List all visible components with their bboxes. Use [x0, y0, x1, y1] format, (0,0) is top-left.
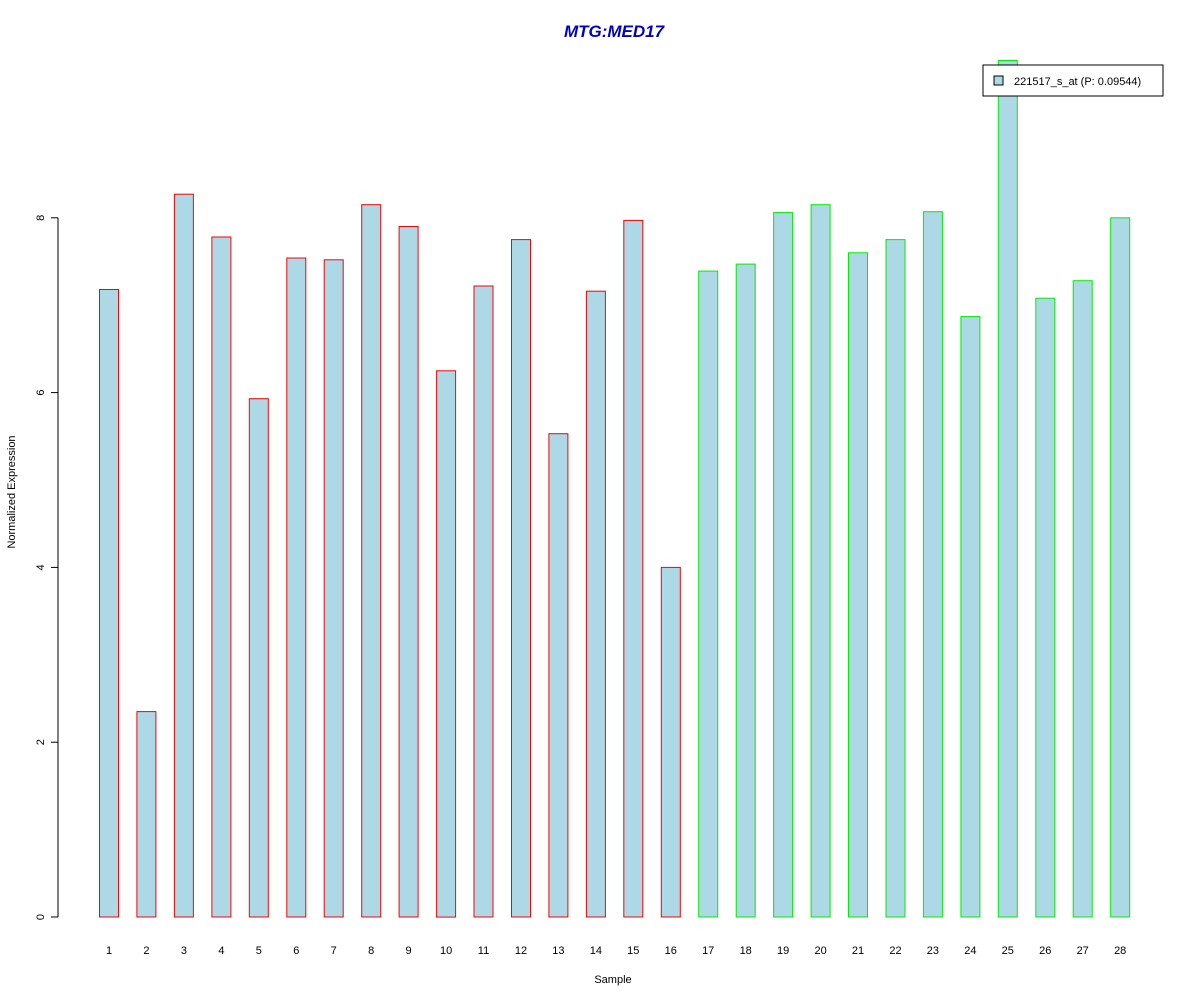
bar-sample-26: [1035, 297, 1056, 918]
legend-label: 221517_s_at (P: 0.09544): [1014, 76, 1141, 88]
bar-sample-14: [585, 290, 606, 918]
bar-sample-17: [698, 270, 719, 918]
x-tick-label: 21: [852, 945, 864, 957]
legend: 221517_s_at (P: 0.09544): [982, 64, 1164, 97]
bar-sample-9: [398, 226, 419, 918]
legend-swatch: [993, 75, 1004, 86]
chart-title: MTG:MED17: [564, 22, 666, 41]
bar-sample-25: [997, 60, 1018, 918]
bar-sample-1: [99, 289, 119, 918]
x-tick-label: 1: [106, 945, 112, 957]
bar-sample-16: [660, 566, 681, 918]
x-tick-label: 17: [702, 945, 714, 957]
x-tick-label: 20: [814, 945, 826, 957]
bar-sample-28: [1110, 217, 1131, 918]
x-axis-label: Sample: [594, 974, 631, 986]
x-tick-label: 12: [515, 945, 527, 957]
bar-sample-18: [735, 263, 756, 918]
y-axis: 0 2 4 6 8: [35, 215, 59, 920]
x-tick-label: 15: [627, 945, 639, 957]
x-tick-label: 8: [368, 945, 374, 957]
y-tick-label: 0: [35, 914, 47, 920]
y-tick-label: 8: [35, 215, 47, 221]
bar-sample-8: [361, 204, 382, 918]
x-tick-label: 4: [218, 945, 224, 957]
bar-sample-7: [323, 259, 344, 918]
x-tick-label: 26: [1039, 945, 1051, 957]
bar-sample-12: [511, 239, 531, 918]
x-tick-label: 25: [1002, 945, 1014, 957]
bar-sample-10: [436, 370, 457, 918]
y-tick-label: 6: [35, 390, 47, 396]
bar-sample-19: [773, 212, 794, 918]
bar-sample-2: [136, 711, 157, 918]
x-tick-label: 3: [181, 945, 187, 957]
x-tick-label: 18: [740, 945, 752, 957]
y-axis-label: Normalized Expression: [6, 435, 18, 548]
legend-box: [982, 64, 1164, 97]
bar-sample-11: [473, 285, 494, 918]
x-tick-label: 7: [331, 945, 337, 957]
x-tick-label: 24: [964, 945, 976, 957]
x-tick-labels: 1 2 3 4 5 6 7 8 9 10 11 12 13 14 15 16 17 18 19 20 21 22 23 24 2…: [106, 945, 1126, 957]
x-tick-label: 23: [927, 945, 939, 957]
x-tick-label: 28: [1114, 945, 1126, 957]
x-tick-label: 10: [440, 945, 452, 957]
bar-sample-24: [960, 316, 981, 918]
bar-sample-13: [548, 433, 569, 918]
bars-group: [99, 60, 1131, 918]
x-tick-label: 14: [590, 945, 602, 957]
bar-sample-22: [885, 239, 906, 918]
y-tick-label: 4: [35, 564, 47, 570]
x-tick-label: 22: [889, 945, 901, 957]
x-tick-label: 2: [143, 945, 149, 957]
y-tick-label: 2: [35, 739, 47, 745]
bar-sample-23: [922, 211, 943, 918]
bar-sample-4: [211, 236, 232, 918]
bar-sample-5: [248, 398, 269, 918]
bar-sample-20: [810, 204, 831, 918]
x-tick-label: 6: [293, 945, 299, 957]
bar-sample-3: [173, 193, 194, 918]
x-tick-label: 13: [552, 945, 564, 957]
x-tick-label: 16: [665, 945, 677, 957]
x-tick-label: 5: [256, 945, 262, 957]
bar-sample-15: [623, 219, 644, 918]
bar-sample-27: [1072, 280, 1093, 918]
bar-sample-21: [848, 252, 868, 918]
x-tick-label: 9: [406, 945, 412, 957]
x-tick-label: 11: [478, 945, 489, 957]
x-tick-label: 19: [777, 945, 789, 957]
x-tick-label: 27: [1077, 945, 1089, 957]
bar-sample-6: [286, 257, 307, 918]
